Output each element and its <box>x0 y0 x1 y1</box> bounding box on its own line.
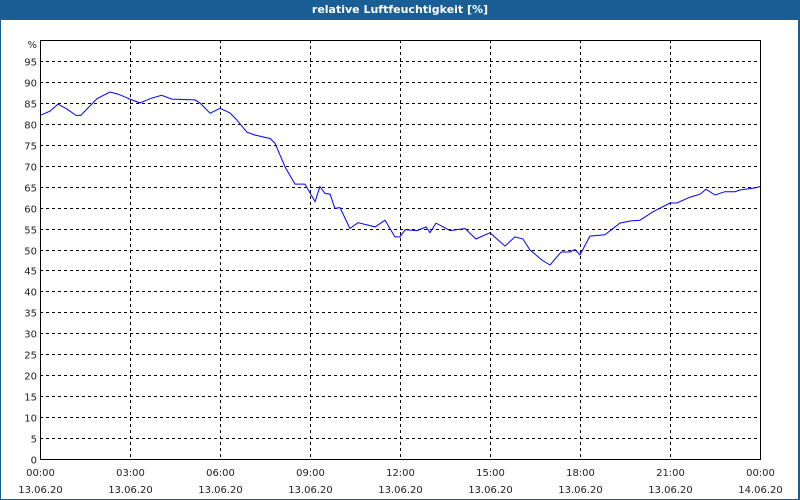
chart-title: relative Luftfeuchtigkeit [%] <box>0 0 800 20</box>
x-tick-time-label: 03:00 <box>116 468 145 479</box>
y-tick-label: 65 <box>24 184 37 195</box>
y-tick-label: 55 <box>24 226 37 237</box>
x-tick-date-label: 13.06.20 <box>198 485 243 496</box>
x-tick-date-label: 13.06.20 <box>648 485 693 496</box>
x-tick-date-label: 13.06.20 <box>558 485 603 496</box>
y-tick-label: 20 <box>24 372 37 383</box>
y-tick-label: 10 <box>24 414 37 425</box>
y-tick-label: 85 <box>24 100 37 111</box>
y-tick-label: 90 <box>24 79 37 90</box>
x-tick-date-label: 13.06.20 <box>468 485 513 496</box>
humidity-series-line <box>39 91 761 266</box>
x-tick-time-label: 00:00 <box>746 468 775 479</box>
y-tick-label: 60 <box>24 205 37 216</box>
x-tick-date-label: 13.06.20 <box>18 485 63 496</box>
y-tick-label: 80 <box>24 121 37 132</box>
x-tick-time-label: 12:00 <box>386 468 415 479</box>
y-axis-unit-label: % <box>27 40 37 51</box>
x-tick-time-label: 09:00 <box>296 468 325 479</box>
y-tick-label: 95 <box>24 58 37 69</box>
x-tick-date-label: 13.06.20 <box>288 485 333 496</box>
x-tick-time-label: 15:00 <box>476 468 505 479</box>
y-tick-label: 15 <box>24 393 37 404</box>
y-tick-label: 40 <box>24 288 37 299</box>
x-tick-time-label: 18:00 <box>566 468 595 479</box>
y-tick-label: 35 <box>24 309 37 320</box>
y-tick-label: 0 <box>31 456 37 467</box>
y-tick-label: 25 <box>24 351 37 362</box>
y-tick-label: 5 <box>31 435 37 446</box>
x-tick-time-label: 06:00 <box>206 468 235 479</box>
x-tick-date-label: 13.06.20 <box>378 485 423 496</box>
y-tick-label: 45 <box>24 267 37 278</box>
chart-panel <box>1 20 798 499</box>
plot-frame <box>40 40 761 460</box>
x-tick-date-label: 13.06.20 <box>108 485 153 496</box>
y-tick-label: 75 <box>24 142 37 153</box>
x-tick-time-label: 21:00 <box>656 468 685 479</box>
y-tick-label: 30 <box>24 330 37 341</box>
x-tick-date-label: 14.06.20 <box>738 485 783 496</box>
x-tick-time-label: 00:00 <box>26 468 55 479</box>
y-tick-label: 70 <box>24 163 37 174</box>
y-tick-label: 50 <box>24 247 37 258</box>
